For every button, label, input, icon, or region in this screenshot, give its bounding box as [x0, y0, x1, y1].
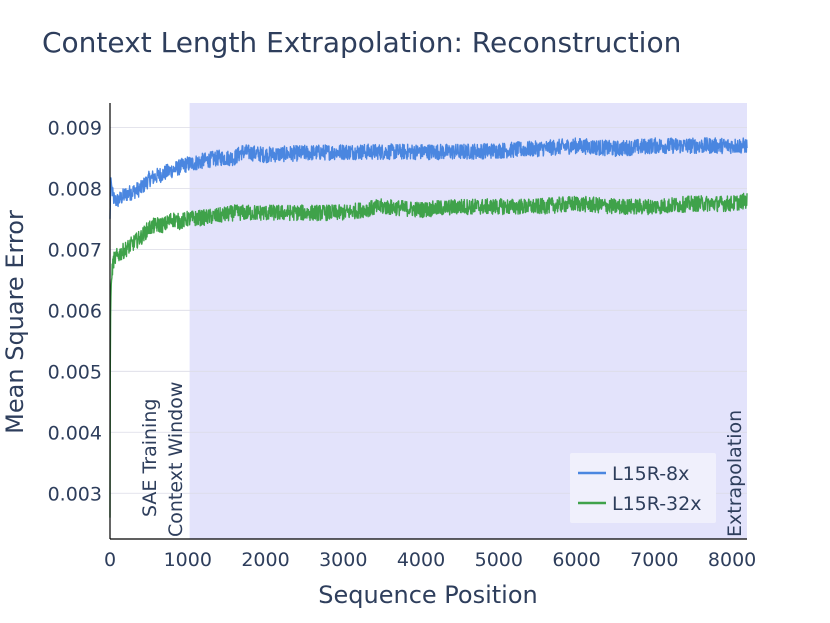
axes [109, 103, 747, 540]
y-tick-label: 0.006 [48, 300, 102, 322]
x-tick-label: 5000 [475, 549, 523, 571]
x-tick-label: 7000 [630, 549, 678, 571]
y-axis-ticks: 0.003 0.004 0.005 0.006 0.007 0.008 0.009 [48, 117, 102, 505]
annotation-extrapolation: Extrapolation [724, 410, 746, 537]
y-axis-label: Mean Square Error [1, 210, 29, 434]
annotation-training-line1: SAE Training [139, 399, 161, 517]
series-line-l15r-8x [109, 137, 748, 219]
series-lines [109, 137, 748, 518]
legend-label-l15r-8x: L15R-8x [612, 463, 689, 485]
y-tick-label: 0.003 [48, 483, 102, 505]
legend-label-l15r-32x: L15R-32x [612, 493, 701, 515]
series-line-l15r-32x [109, 192, 748, 518]
annotation-training-line2: Context Window [165, 382, 187, 537]
y-tick-label: 0.005 [48, 361, 102, 383]
x-tick-label: 8000 [708, 549, 756, 571]
legend: L15R-8x L15R-32x [570, 453, 716, 523]
x-tick-label: 1000 [164, 549, 212, 571]
x-axis-ticks: 0 1000 2000 3000 4000 5000 6000 7000 8000 [104, 549, 756, 571]
y-tick-label: 0.007 [48, 239, 102, 261]
y-tick-label: 0.008 [48, 178, 102, 200]
y-tick-label: 0.004 [48, 422, 102, 444]
x-tick-label: 4000 [397, 549, 445, 571]
x-tick-label: 2000 [241, 549, 289, 571]
x-tick-label: 6000 [552, 549, 600, 571]
x-tick-label: 3000 [319, 549, 367, 571]
x-axis-label: Sequence Position [318, 581, 537, 609]
y-tick-label: 0.009 [48, 117, 102, 139]
gridlines [110, 126, 747, 494]
legend-box [570, 453, 716, 523]
x-tick-label: 0 [104, 549, 116, 571]
chart-title: Context Length Extrapolation: Reconstruc… [42, 26, 681, 59]
